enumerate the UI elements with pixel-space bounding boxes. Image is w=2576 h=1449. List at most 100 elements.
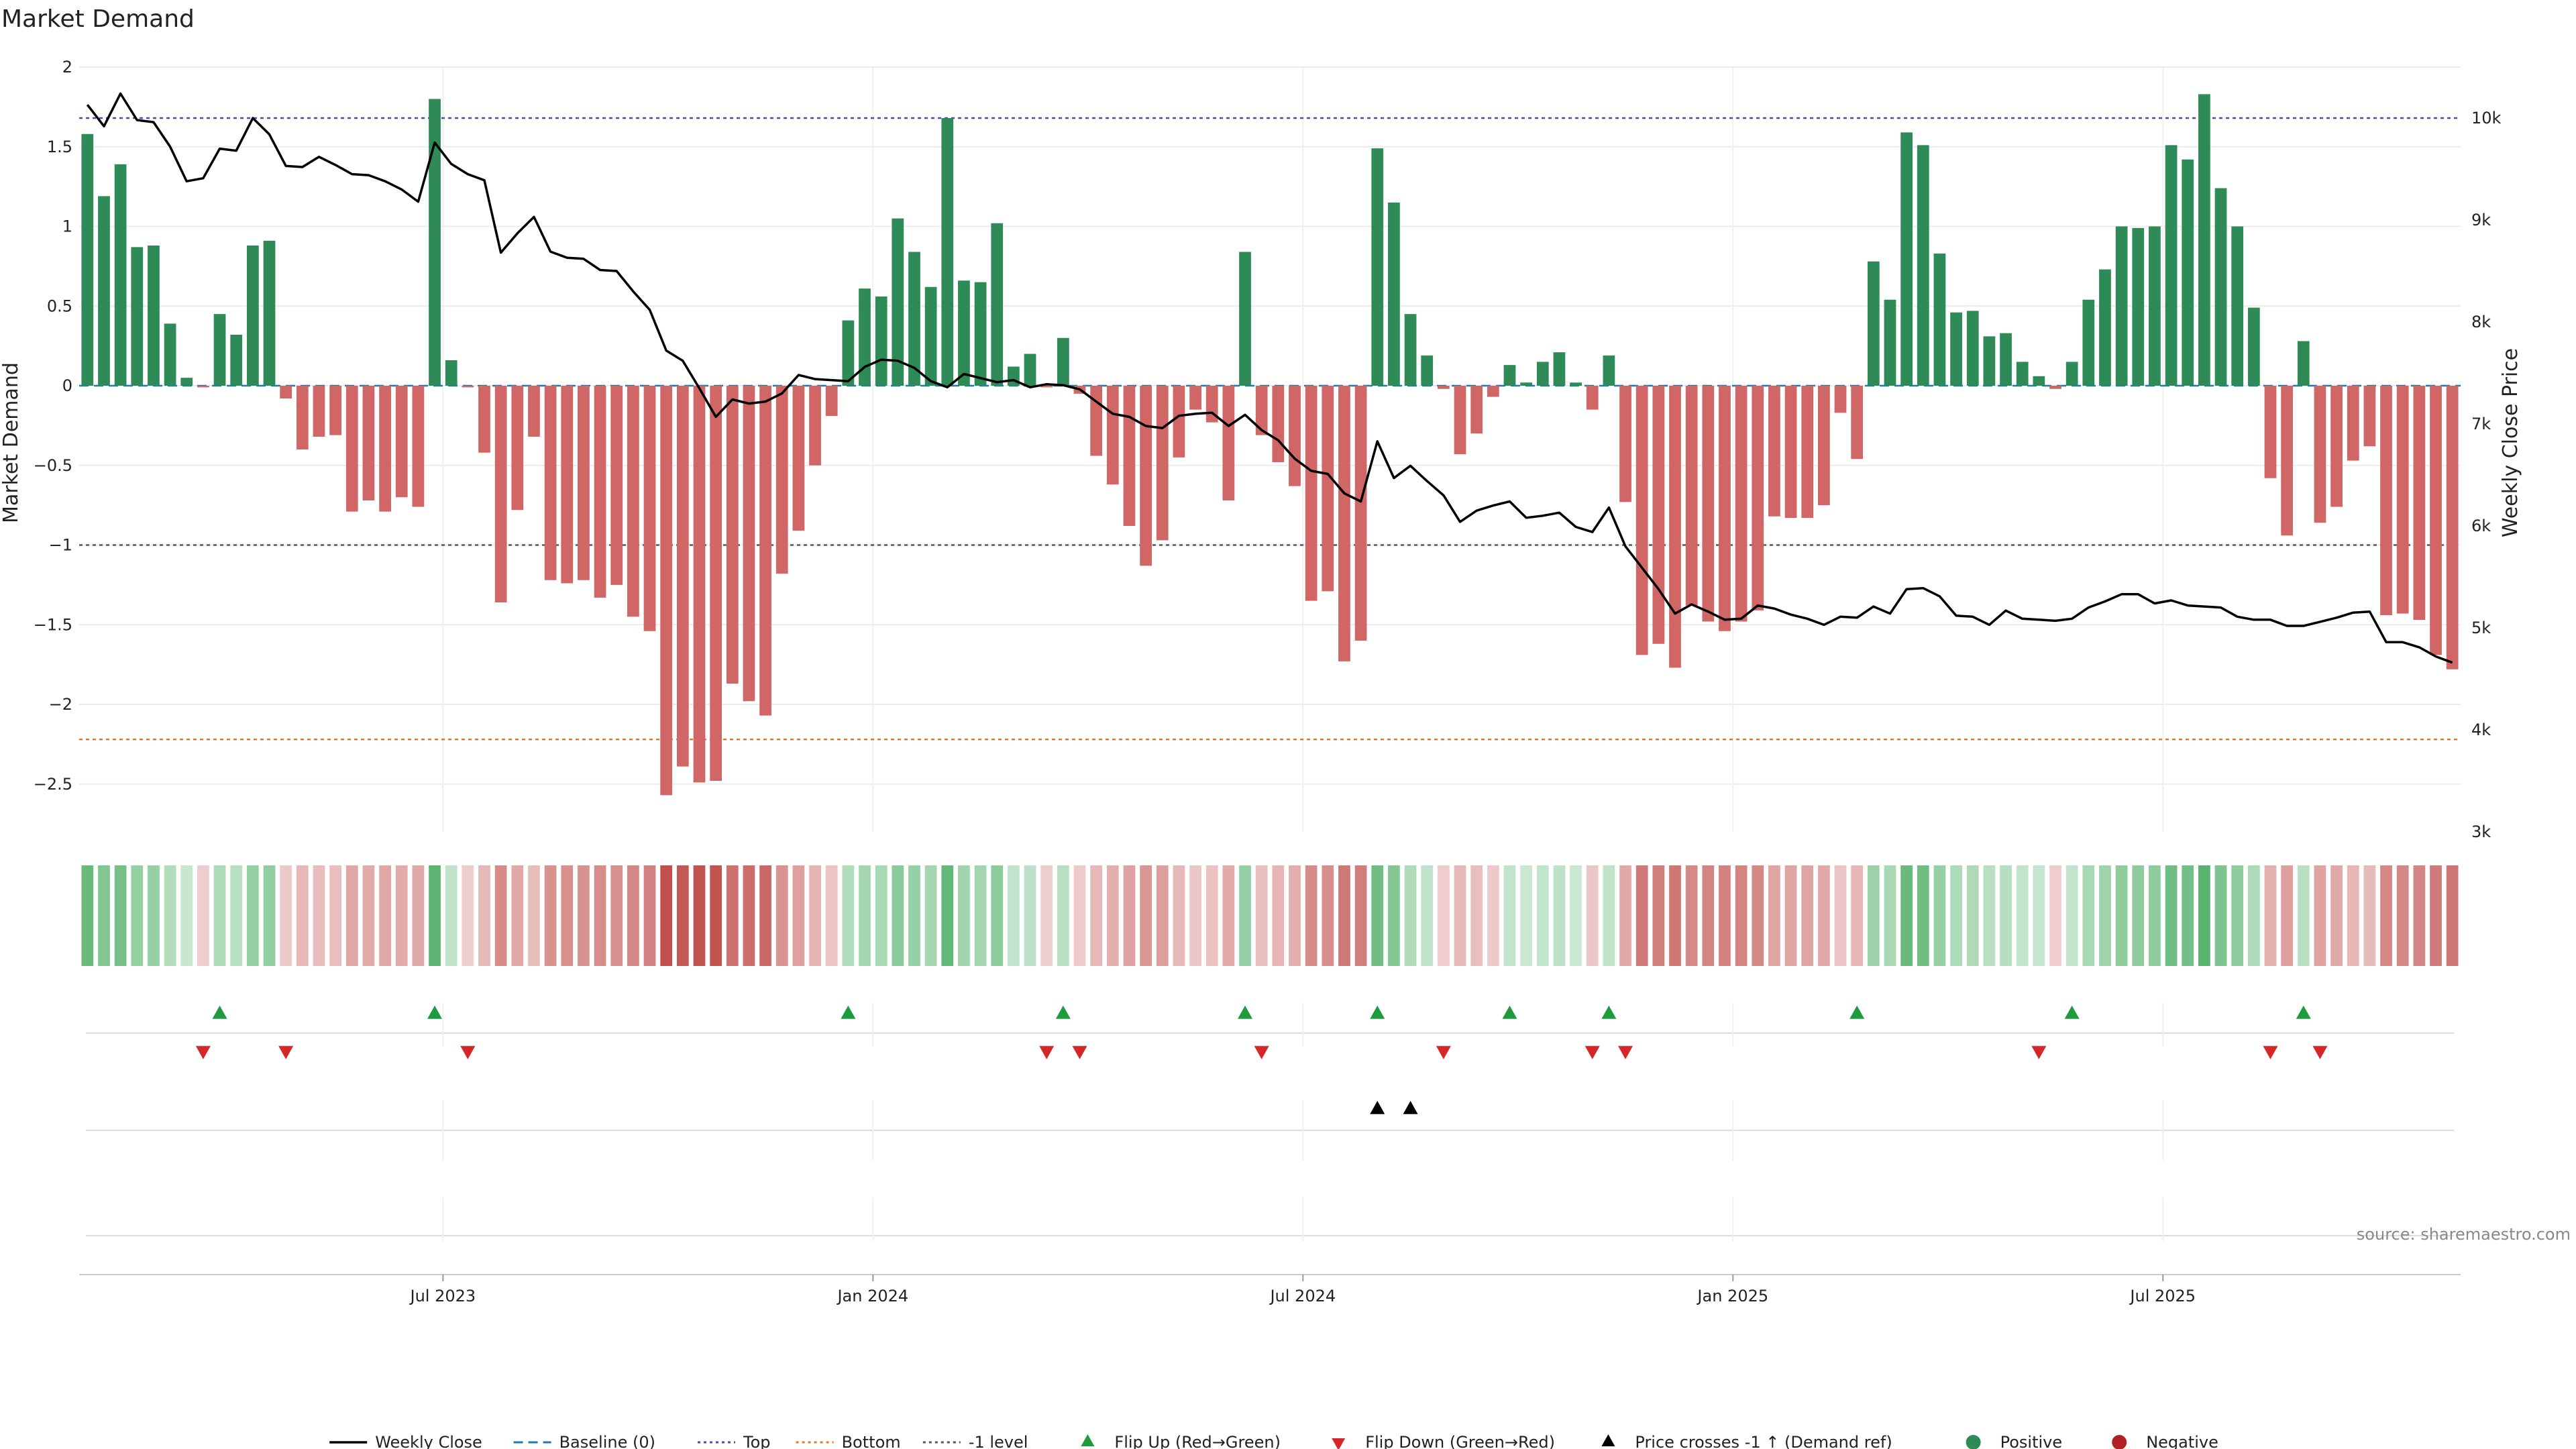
demand-bar	[1090, 386, 1103, 456]
demand-bar	[1503, 365, 1516, 386]
flip-up-marker	[1502, 1006, 1517, 1019]
demand-bar	[2198, 94, 2210, 386]
demand-bar	[98, 196, 110, 386]
demand-bar	[1635, 386, 1648, 655]
flip-down-marker	[1436, 1046, 1451, 1059]
demand-bar	[2247, 307, 2260, 386]
price-cross-marker	[1370, 1101, 1385, 1114]
strip-cell	[2281, 865, 2294, 966]
strip-cell	[627, 865, 639, 966]
demand-bar	[1272, 386, 1285, 462]
strip-cell	[2330, 865, 2343, 966]
weekly-close-path	[86, 92, 2453, 664]
legend-label: Flip Up (Red→Green)	[1114, 1433, 1281, 1449]
strip-cell	[395, 865, 408, 966]
demand-bar	[643, 386, 656, 631]
y2-tick-label: 10k	[2471, 109, 2502, 127]
strip-cell	[2363, 865, 2376, 966]
demand-bar	[2214, 188, 2227, 386]
y-axis-right: 10k 9k 8k 7k 6k 5k 4k 3k	[2471, 109, 2502, 841]
strip-cell	[2214, 865, 2227, 966]
strip-cell	[1404, 865, 1417, 966]
demand-bar	[1454, 386, 1466, 455]
strip-cell	[1768, 865, 1780, 966]
legend-label: Top	[743, 1433, 771, 1449]
demand-bar	[1900, 132, 1913, 386]
strip-cell	[462, 865, 474, 966]
demand-bar	[627, 386, 639, 617]
strip-cell	[1685, 865, 1698, 966]
demand-bar	[2016, 362, 2029, 386]
demand-bar	[2413, 386, 2426, 621]
demand-bar	[2065, 362, 2078, 386]
strip-cell	[2033, 865, 2045, 966]
demand-bar	[395, 386, 408, 498]
strip-cell	[1354, 865, 1367, 966]
demand-bar	[875, 297, 888, 386]
demand-heat-strip	[81, 865, 2459, 966]
strip-cell	[544, 865, 557, 966]
strip-cell	[2000, 865, 2012, 966]
reference-lines	[79, 117, 2461, 741]
strip-cell	[958, 865, 970, 966]
demand-bar	[313, 386, 325, 437]
strip-cell	[2132, 865, 2145, 966]
strip-cell	[941, 865, 954, 966]
demand-bar	[296, 386, 309, 449]
demand-bar	[941, 118, 954, 386]
demand-bar	[1404, 314, 1417, 386]
y2-tick-label: 8k	[2471, 313, 2491, 331]
strip-cell	[1520, 865, 1532, 966]
demand-bar	[494, 386, 507, 602]
demand-bar	[329, 386, 341, 435]
strip-cell	[859, 865, 871, 966]
strip-cell	[1454, 865, 1466, 966]
strip-cell	[2099, 865, 2111, 966]
strip-cell	[1205, 865, 1218, 966]
demand-bar	[1338, 386, 1350, 661]
demand-bar	[2297, 341, 2310, 386]
strip-cell	[1322, 865, 1334, 966]
strip-cell	[180, 865, 193, 966]
demand-bar	[1289, 386, 1301, 486]
demand-bar	[1784, 386, 1797, 519]
demand-bar	[1950, 312, 1962, 386]
strip-cell	[643, 865, 656, 966]
strip-cell	[2082, 865, 2095, 966]
strip-cell	[743, 865, 755, 966]
demand-bar	[1388, 202, 1400, 386]
strip-cell	[892, 865, 904, 966]
demand-bar	[1817, 386, 1830, 506]
strip-cell	[594, 865, 606, 966]
source-label: source: sharemaestro.com	[2357, 1225, 2571, 1244]
strip-cell	[313, 865, 325, 966]
flip-up-marker	[1370, 1006, 1385, 1019]
strip-cell	[792, 865, 805, 966]
strip-cell	[2198, 865, 2210, 966]
demand-bar	[1603, 355, 1615, 386]
flip-up-marker	[2296, 1006, 2311, 1019]
strip-cell	[148, 865, 160, 966]
strip-cell	[511, 865, 524, 966]
flip-up-marker	[2064, 1006, 2080, 1019]
strip-cell	[2347, 865, 2359, 966]
demand-bar	[1685, 386, 1698, 606]
strip-cell	[1917, 865, 1929, 966]
strip-cell	[2413, 865, 2426, 966]
y-tick-label: −1	[49, 536, 72, 555]
strip-cell	[1388, 865, 1400, 966]
flip-down-marker	[1254, 1046, 1269, 1059]
strip-cell	[1784, 865, 1797, 966]
strip-cell	[2396, 865, 2409, 966]
strip-cell	[98, 865, 110, 966]
demand-bar	[1173, 386, 1185, 458]
demand-bar	[1239, 252, 1251, 386]
strip-cell	[1817, 865, 1830, 966]
strip-cell	[875, 865, 888, 966]
strip-cell	[1338, 865, 1350, 966]
strip-cell	[1851, 865, 1864, 966]
strip-cell	[1570, 865, 1582, 966]
strip-cell	[1586, 865, 1599, 966]
demand-bar	[1702, 386, 1715, 622]
demand-bar	[1354, 386, 1367, 641]
